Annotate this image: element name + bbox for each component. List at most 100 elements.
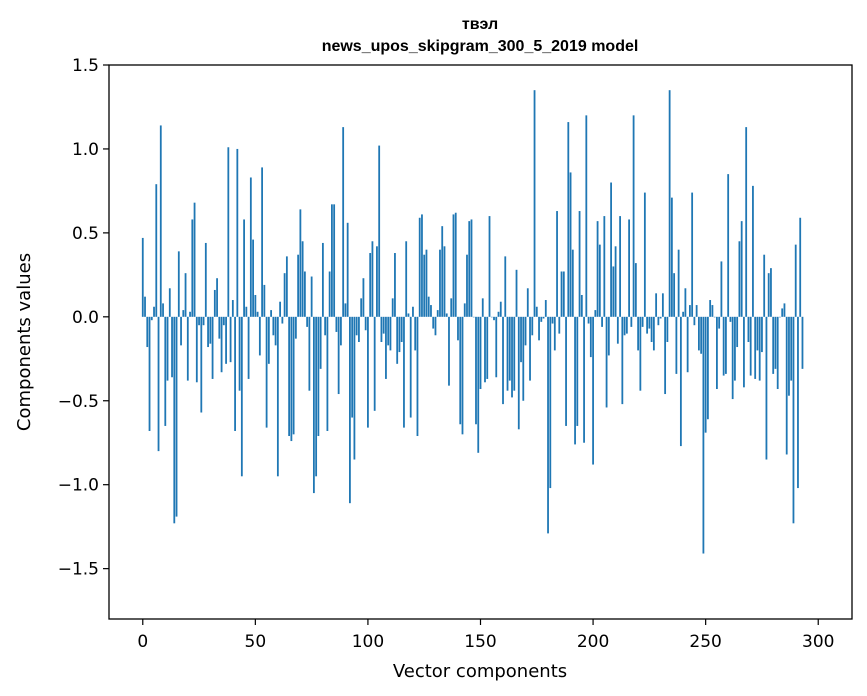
bar-204 <box>601 316 603 327</box>
bar-93 <box>351 316 354 418</box>
bar-70 <box>299 209 302 317</box>
bar-252 <box>709 300 712 317</box>
bar-77 <box>315 316 318 477</box>
chart-title: твэл <box>462 16 498 33</box>
bar-206 <box>605 316 608 408</box>
bar-236 <box>673 273 676 317</box>
bar-249 <box>702 316 705 554</box>
bar-44 <box>240 316 243 477</box>
bar-75 <box>310 276 313 317</box>
bar-259 <box>725 316 727 374</box>
bar-263 <box>734 316 736 381</box>
bar-21 <box>189 311 191 317</box>
bar-209 <box>612 266 615 317</box>
bar-14 <box>173 316 176 524</box>
bar-39 <box>229 316 232 363</box>
bar-242 <box>686 316 689 373</box>
bar-244 <box>691 192 694 317</box>
bar-190 <box>569 172 572 317</box>
y-tick-label: −0.5 <box>58 392 99 412</box>
bar-135 <box>445 313 448 317</box>
bar-24 <box>195 316 198 383</box>
bar-285 <box>783 303 786 317</box>
bar-136 <box>448 316 450 386</box>
y-tick-label: 1.0 <box>72 140 99 160</box>
bar-284 <box>781 308 784 317</box>
x-tick-label: 0 <box>137 632 148 652</box>
bar-272 <box>754 316 757 379</box>
bar-214 <box>623 316 626 336</box>
bar-153 <box>486 316 489 379</box>
bar-41 <box>234 316 236 431</box>
bar-234 <box>668 90 671 317</box>
bar-189 <box>567 122 570 317</box>
bar-235 <box>670 197 673 317</box>
bar-161 <box>504 256 507 317</box>
bar-177 <box>540 316 543 322</box>
bar-280 <box>772 316 775 374</box>
bar-130 <box>434 316 437 336</box>
bar-63 <box>283 273 286 317</box>
bar-96 <box>358 316 360 342</box>
bar-265 <box>738 241 741 317</box>
bar-241 <box>684 288 687 317</box>
bar-167 <box>517 316 520 430</box>
bar-105 <box>378 145 381 317</box>
y-tick-label: 0.0 <box>72 308 99 328</box>
bar-288 <box>790 316 793 381</box>
bar-146 <box>470 219 473 317</box>
bar-282 <box>776 316 779 390</box>
bar-123 <box>418 217 421 317</box>
bar-182 <box>551 316 554 324</box>
bar-254 <box>713 316 716 318</box>
bar-261 <box>729 316 732 322</box>
bar-191 <box>571 249 574 317</box>
bar-3 <box>148 316 151 431</box>
bar-113 <box>396 316 399 364</box>
bar-143 <box>463 303 466 317</box>
bar-94 <box>353 316 356 460</box>
bar-286 <box>785 316 788 455</box>
bar-85 <box>333 204 336 317</box>
x-tick-label: 200 <box>577 632 609 652</box>
y-axis-label: Components values <box>14 253 35 431</box>
bar-10 <box>164 316 167 426</box>
bar-222 <box>641 316 644 327</box>
bar-12 <box>168 288 171 317</box>
bar-201 <box>594 310 597 317</box>
bar-257 <box>720 261 723 317</box>
bar-58 <box>272 316 275 336</box>
bar-151 <box>481 298 484 317</box>
bar-224 <box>646 316 649 334</box>
x-tick-label: 300 <box>802 632 834 652</box>
bar-81 <box>324 316 327 336</box>
bar-80 <box>321 242 324 317</box>
bar-266 <box>740 221 743 317</box>
bar-159 <box>499 301 502 317</box>
bar-7 <box>157 316 160 452</box>
bar-195 <box>580 294 583 317</box>
bar-141 <box>459 316 462 425</box>
bar-13 <box>171 316 173 378</box>
bar-225 <box>648 316 651 329</box>
bar-107 <box>382 316 385 334</box>
bar-207 <box>607 316 610 356</box>
bar-18 <box>182 310 185 317</box>
bar-108 <box>385 316 387 379</box>
bar-291 <box>797 316 799 489</box>
bar-0 <box>141 237 144 317</box>
bar-180 <box>547 316 549 534</box>
bar-34 <box>218 316 221 339</box>
bar-36 <box>222 316 225 326</box>
bar-277 <box>765 316 768 460</box>
bar-270 <box>749 316 752 376</box>
bar-168 <box>520 316 522 363</box>
bar-57 <box>270 310 273 317</box>
bar-293 <box>801 316 804 369</box>
bar-48 <box>249 177 252 317</box>
bar-200 <box>592 316 594 465</box>
bar-45 <box>243 219 245 317</box>
bar-256 <box>718 316 721 329</box>
bar-208 <box>610 182 612 317</box>
bar-104 <box>376 246 378 317</box>
